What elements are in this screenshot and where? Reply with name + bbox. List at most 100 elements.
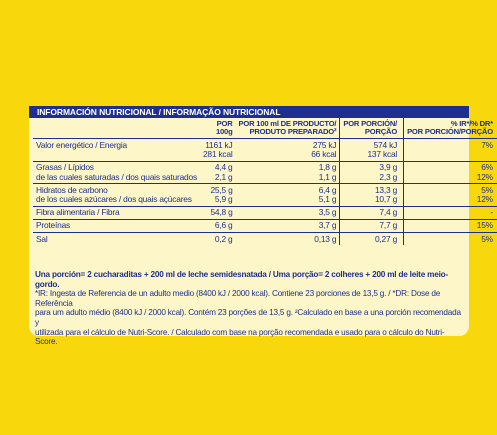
reference-intake-cell: 5% 12% — [403, 183, 497, 207]
value-per-portion: 574 kJ — [373, 139, 398, 150]
nutrient-name-cell: Sal — [33, 232, 200, 246]
header-reference-intake: % IR*/% DR* POR PORCIÓN/PORÇÃO — [404, 118, 497, 139]
value-per-100g-cell: 1161 kJ 281 kcal — [199, 138, 236, 162]
reference-intake-sub — [407, 150, 493, 159]
value-per-100ml-cell: 3,5 g — [235, 205, 340, 220]
portion-note: Una porción= 2 cucharaditas + 200 ml de … — [35, 270, 448, 289]
header-per-100g-line1: POR — [216, 119, 233, 128]
reference-intake: 5% — [481, 184, 493, 195]
header-per-100g-line2: 100g — [216, 127, 233, 137]
label-footer: Una porción= 2 cucharaditas + 200 ml de … — [35, 270, 463, 347]
header-ir-line1: % IR*/% DR* — [450, 119, 493, 128]
table-row: Fibra alimentaria / Fibra 54,8 g 3,5 g 7,4 … — [33, 205, 497, 220]
value-per-portion: 3,9 g — [379, 162, 398, 173]
value-per-portion-cell: 7,7 g — [339, 218, 405, 233]
table-row: Proteínas 6,6 g 3,7 g 7,7 g 15% — [33, 218, 497, 233]
nutrient-name-cell: Grasas / Lípidos de las cuales saturadas … — [33, 160, 200, 184]
reference-intake: 15% — [476, 220, 493, 231]
header-per-100ml-prepared: POR 100 ml DE PRODUCTO/ PRODUTO PREPARAD… — [236, 118, 340, 139]
value-per-100g-cell: 6,6 g — [199, 218, 236, 233]
value-per-100g: 54,8 g — [210, 207, 233, 218]
value-per-100g: 4,4 g — [214, 162, 233, 173]
value-per-100g-cell: 54,8 g — [199, 205, 236, 220]
value-per-100ml-cell: 3,7 g — [235, 218, 340, 233]
value-per-100g-cell: 4,4 g 2,1 g — [199, 160, 236, 184]
value-per-100g-sub: 281 kcal — [202, 149, 233, 160]
nutrient-name: Sal — [36, 233, 48, 244]
nutrient-name-sub — [36, 150, 197, 159]
nutrient-name-cell: Hidratos de carbono de los cuales azúcare… — [33, 183, 200, 207]
nutrient-name-sub: de las cuales saturadas / dos quais satu… — [36, 171, 197, 182]
value-per-portion-sub: 2,3 g — [379, 171, 398, 182]
value-per-100ml-sub: 1,1 g — [318, 171, 337, 182]
nutrient-name-cell: Fibra alimentaria / Fibra — [33, 205, 200, 220]
header-prepared-line2: PRODUTO PREPARADO² — [249, 127, 337, 137]
header-ir-line2: POR PORCIÓN/PORÇÃO — [407, 127, 493, 137]
value-per-100ml-cell: 0,13 g — [235, 232, 340, 246]
value-per-100ml-sub: 66 kcal — [311, 149, 337, 160]
nutrient-name-cell: Proteínas — [33, 218, 200, 233]
value-per-100g-cell: 0,2 g — [199, 232, 236, 246]
value-per-portion-cell: 13,3 g 10,7 g — [339, 183, 405, 207]
value-per-100g: 0,2 g — [214, 233, 233, 244]
header-name-cell — [33, 118, 200, 139]
nutrient-name: Valor energético / Energia — [36, 139, 128, 150]
value-per-100ml-sub: 5,1 g — [318, 193, 337, 204]
reference-intake-cell: 5% — [403, 232, 497, 246]
value-per-portion-cell: 3,9 g 2,3 g — [339, 160, 405, 184]
reference-intake: - — [490, 207, 493, 218]
header-portion-line2: PORÇÃO — [364, 127, 398, 137]
footnote-line-2: para um adulto médio (8400 kJ / 2000 kca… — [35, 308, 461, 327]
value-per-100ml: 3,7 g — [318, 220, 337, 231]
header-portion-line1: POR PORCIÓN/ — [343, 119, 398, 128]
value-per-portion-cell: 574 kJ 137 kcal — [339, 138, 405, 162]
value-per-portion-cell: 0,27 g — [339, 232, 405, 246]
reference-intake-cell: 6% 12% — [403, 160, 497, 184]
nutrition-table: POR 100g POR 100 ml DE PRODUCTO/ PRODUTO… — [33, 118, 497, 246]
nutrient-name-cell: Valor energético / Energia — [33, 138, 200, 162]
table-row: Hidratos de carbono de los cuales azúcare… — [33, 183, 497, 207]
value-per-100g: 6,6 g — [214, 220, 233, 231]
reference-intake-sub: 12% — [476, 193, 493, 204]
reference-intake-cell: 15% — [403, 218, 497, 233]
value-per-100g-cell: 25,5 g 5,9 g — [199, 183, 236, 207]
value-per-portion: 13,3 g — [374, 184, 398, 195]
nutrient-name-sub: de los cuales azúcares / dos quais açúca… — [36, 193, 192, 204]
reference-intake-cell: - — [403, 205, 497, 220]
value-per-100ml-cell: 275 kJ 66 kcal — [235, 138, 340, 162]
value-per-100ml: 1,8 g — [318, 162, 337, 173]
value-per-portion: 7,4 g — [379, 207, 398, 218]
value-per-100g-sub: 2,1 g — [214, 171, 233, 182]
value-per-100g: 25,5 g — [210, 184, 233, 195]
value-per-portion-sub: 137 kcal — [367, 149, 398, 160]
value-per-portion-cell: 7,4 g — [339, 205, 405, 220]
nutrient-name: Proteínas — [36, 220, 71, 231]
nutrient-name: Hidratos de carbono — [36, 184, 108, 195]
reference-intake-cell: 7% — [403, 138, 497, 162]
reference-intake-sub: 12% — [476, 171, 493, 182]
header-per-portion: POR PORCIÓN/ PORÇÃO — [339, 118, 405, 139]
value-per-portion-sub: 10,7 g — [374, 193, 398, 204]
header-per-100g: POR 100g — [200, 118, 236, 139]
reference-intake: 5% — [481, 233, 493, 244]
footnote-line-3: utilizada para el cálculo de Nutri-Score… — [35, 327, 445, 347]
value-per-100ml: 3,5 g — [318, 207, 337, 218]
value-per-100ml: 275 kJ — [312, 139, 337, 150]
nutrient-rows: Valor energético / Energia 1161 kJ 281 kc… — [33, 138, 497, 246]
header-prepared-line1: POR 100 ml DE PRODUCTO/ — [238, 119, 337, 128]
nutrient-name: Grasas / Lípidos — [36, 162, 94, 173]
nutrition-title: INFORMACIÓN NUTRICIONAL / INFORMAÇÃO NUT… — [29, 106, 469, 118]
value-per-portion: 7,7 g — [379, 220, 398, 231]
reference-intake: 7% — [481, 139, 493, 150]
value-per-100ml-cell: 6,4 g 5,1 g — [235, 183, 340, 207]
value-per-100ml-cell: 1,8 g 1,1 g — [235, 160, 340, 184]
value-per-100ml: 0,13 g — [314, 233, 337, 244]
value-per-100ml: 6,4 g — [318, 184, 337, 195]
nutrition-label: INFORMACIÓN NUTRICIONAL / INFORMAÇÃO NUT… — [29, 106, 497, 346]
table-row: Grasas / Lípidos de las cuales saturadas … — [33, 160, 497, 184]
reference-intake: 6% — [481, 162, 493, 173]
value-per-100g: 1161 kJ — [205, 139, 233, 150]
table-row: Valor energético / Energia 1161 kJ 281 kc… — [33, 138, 497, 162]
value-per-100g-sub: 5,9 g — [214, 193, 233, 204]
value-per-portion: 0,27 g — [374, 233, 398, 244]
